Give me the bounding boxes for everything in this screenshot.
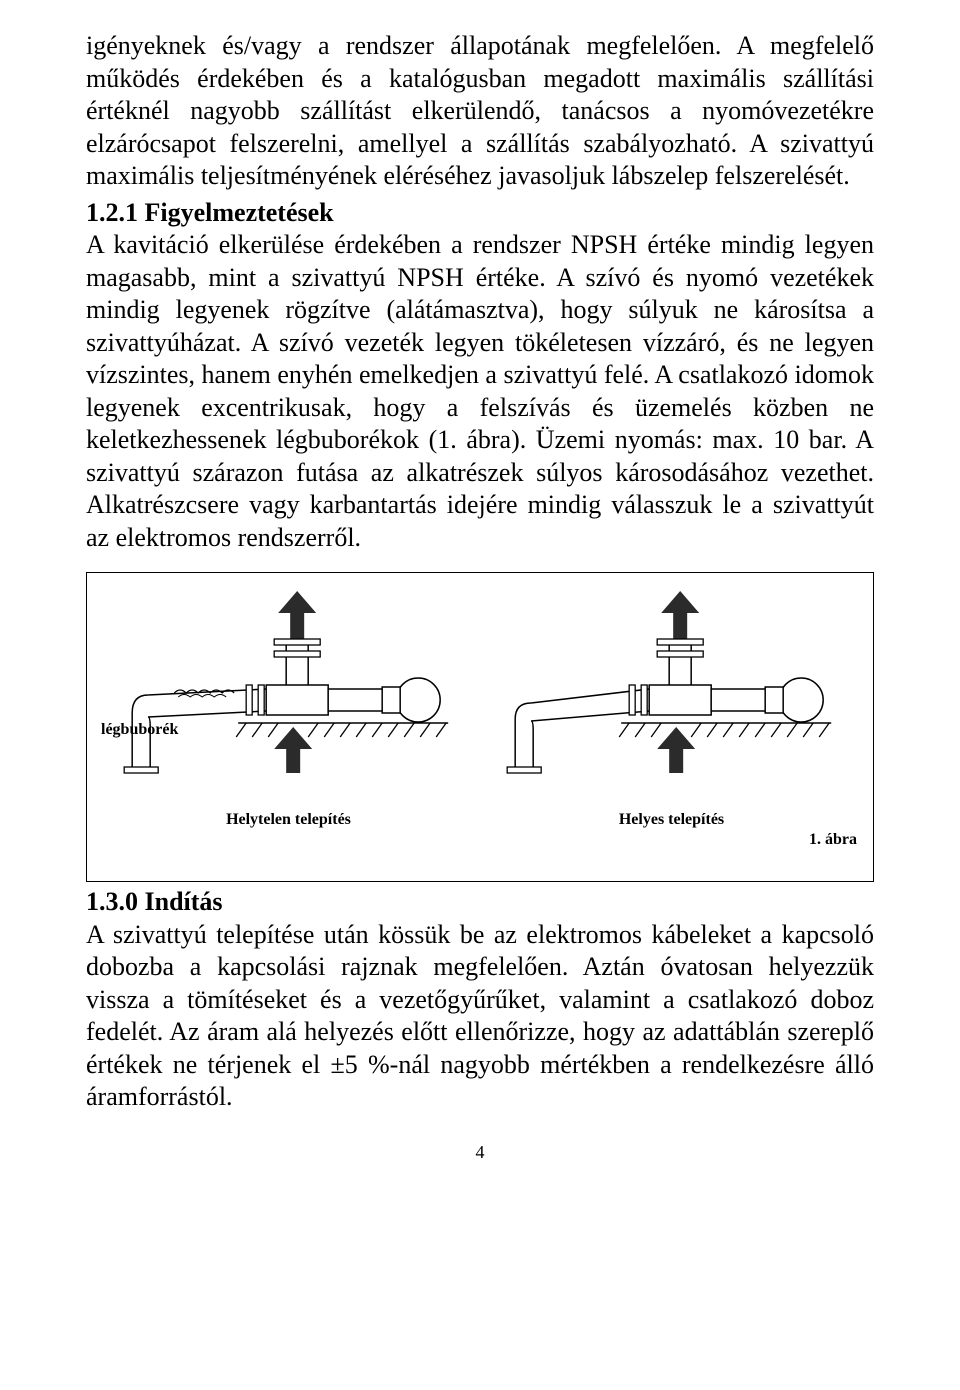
figure-captions: Helytelen telepítés Helyes telepítés — [97, 811, 863, 829]
paragraph-1-2-1: A kavitáció elkerülése érdekében a rends… — [86, 230, 874, 552]
figure-1-box: légbuborék Helytelen telepítés Helyes te… — [86, 572, 874, 882]
diagram-correct-svg — [495, 589, 847, 799]
heading-1-3-0: 1.3.0 Indítás — [86, 887, 223, 916]
figure-number: 1. ábra — [97, 831, 863, 849]
section-1-2-1: 1.2.1 Figyelmeztetések A kavitáció elker… — [86, 197, 874, 555]
diagram-correct — [495, 589, 847, 799]
paragraph-1-3-0: A szivattyú telepítése után kössük be az… — [86, 920, 874, 1112]
caption-incorrect: Helytelen telepítés — [112, 811, 464, 829]
heading-1-2-1: 1.2.1 Figyelmeztetések — [86, 198, 334, 227]
section-1-3-0: 1.3.0 Indítás A szivattyú telepítése utá… — [86, 886, 874, 1114]
intro-paragraph: igényeknek és/vagy a rendszer állapotána… — [86, 30, 874, 193]
caption-correct: Helyes telepítés — [495, 811, 847, 829]
page-number: 4 — [86, 1142, 874, 1163]
air-bubble-label: légbuborék — [101, 721, 178, 739]
figure-diagrams — [97, 589, 863, 799]
diagram-incorrect — [112, 589, 464, 799]
diagram-incorrect-svg — [112, 589, 464, 799]
